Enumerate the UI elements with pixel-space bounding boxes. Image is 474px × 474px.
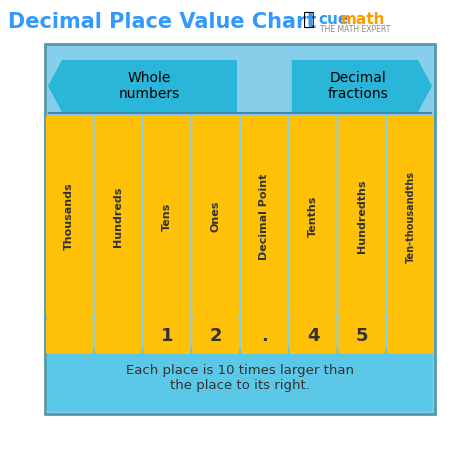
Text: 🚀: 🚀 [303,10,315,29]
Text: 2: 2 [210,327,222,345]
Text: 5: 5 [356,327,368,345]
Text: .: . [261,327,268,345]
Text: Decimal
fractions: Decimal fractions [328,71,389,101]
Polygon shape [292,60,432,112]
Text: Decimal Place Value Chart: Decimal Place Value Chart [8,12,316,32]
FancyBboxPatch shape [241,115,288,318]
Text: Hundredths: Hundredths [357,180,367,253]
FancyBboxPatch shape [387,115,434,318]
FancyBboxPatch shape [387,318,434,354]
Text: Tens: Tens [162,202,172,231]
Text: 4: 4 [307,327,319,345]
FancyBboxPatch shape [290,115,337,318]
Text: math: math [341,12,385,27]
Text: Ones: Ones [210,201,220,232]
FancyBboxPatch shape [95,318,142,354]
FancyBboxPatch shape [46,115,93,318]
Text: Hundreds: Hundreds [113,186,123,246]
FancyBboxPatch shape [95,115,142,318]
FancyBboxPatch shape [45,44,435,414]
Polygon shape [48,60,237,112]
FancyBboxPatch shape [192,318,239,354]
Text: THE MATH EXPERT: THE MATH EXPERT [320,25,391,34]
FancyBboxPatch shape [144,318,190,354]
FancyBboxPatch shape [338,318,385,354]
FancyBboxPatch shape [144,115,190,318]
FancyBboxPatch shape [47,348,433,412]
FancyBboxPatch shape [290,318,337,354]
Text: Ten-thousandths: Ten-thousandths [406,171,416,263]
FancyBboxPatch shape [192,115,239,318]
FancyBboxPatch shape [46,318,93,354]
FancyBboxPatch shape [241,318,288,354]
Text: Whole
numbers: Whole numbers [119,71,180,101]
Text: cue: cue [318,12,348,27]
Text: 1: 1 [161,327,173,345]
FancyBboxPatch shape [338,115,385,318]
Text: Decimal Point: Decimal Point [259,173,269,260]
Text: Each place is 10 times larger than
the place to its right.: Each place is 10 times larger than the p… [126,364,354,392]
Text: Thousands: Thousands [64,182,74,250]
Text: Tenths: Tenths [308,196,318,237]
